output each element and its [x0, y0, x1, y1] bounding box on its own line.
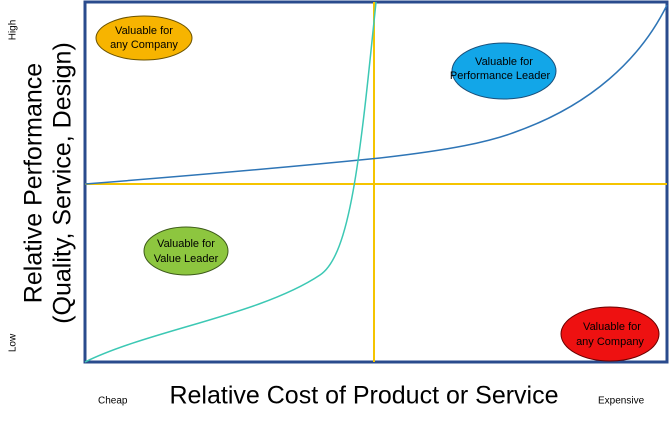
y-axis-low: Low: [8, 333, 19, 352]
quadrant-bubble: [144, 227, 228, 275]
quadrant-label: Valuable for: [115, 25, 173, 37]
quadrant-label: Performance Leader: [450, 70, 551, 82]
quadrant-label: Value Leader: [154, 253, 219, 265]
x-axis-high: Expensive: [598, 396, 645, 407]
x-axis-title: Relative Cost of Product or Service: [169, 382, 558, 410]
y-axis-title: (Quality, Service, Design): [49, 42, 77, 324]
quadrant-label: Valuable for: [475, 56, 533, 68]
quadrant-label: any Company: [576, 336, 644, 348]
y-axis-high: High: [8, 20, 19, 41]
y-axis-title: Relative Performance: [20, 63, 48, 303]
quadrant-label: any Company: [110, 39, 178, 51]
quadrant-label: Valuable for: [157, 238, 215, 250]
quadrant-bubble: [561, 307, 659, 361]
x-axis-low: Cheap: [98, 396, 128, 407]
quadrant-label: Valuable for: [583, 321, 641, 333]
